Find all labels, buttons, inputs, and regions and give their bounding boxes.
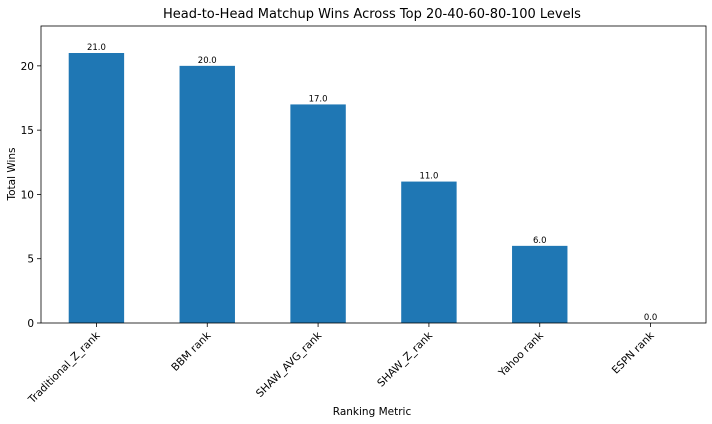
data-labels-group: 21.0 20.0 17.0 11.0 6.0 0.0 — [87, 43, 657, 323]
y-tick-label: 20 — [21, 61, 34, 73]
bar — [68, 53, 125, 323]
x-tick-label: Yahoo rank — [496, 329, 547, 380]
data-label: 11.0 — [419, 172, 438, 182]
y-tick-label: 10 — [21, 189, 34, 201]
bar — [179, 65, 235, 323]
data-label: 17.0 — [309, 94, 328, 104]
y-axis-label: Total Wins — [6, 147, 18, 201]
x-tick-label: BBM rank — [169, 329, 214, 374]
plot-frame — [40, 25, 707, 324]
x-tick-label: SHAW_Z_rank — [375, 329, 436, 390]
data-label: 21.0 — [87, 43, 106, 53]
y-tick-label: 5 — [27, 254, 34, 266]
x-axis: Traditional_Z_rank BBM rank SHAW_AVG_rank S… — [26, 323, 658, 407]
data-label: 6.0 — [533, 236, 547, 246]
bar — [290, 104, 346, 323]
bar — [401, 181, 457, 323]
chart-title: Head-to-Head Matchup Wins Across Top 20-… — [163, 7, 581, 22]
bar — [512, 245, 568, 323]
x-tick-label: ESPN rank — [610, 329, 658, 377]
x-tick-label: SHAW_AVG_rank — [254, 329, 325, 400]
y-tick-label: 15 — [21, 125, 34, 137]
x-axis-label: Ranking Metric — [333, 406, 412, 418]
y-axis: 0 5 10 15 20 — [21, 61, 41, 330]
x-tick-label: Traditional_Z_rank — [26, 329, 104, 407]
y-tick-label: 0 — [27, 318, 34, 330]
data-label: 20.0 — [198, 56, 217, 66]
data-label: 0.0 — [644, 313, 658, 323]
bars-group — [68, 53, 568, 323]
